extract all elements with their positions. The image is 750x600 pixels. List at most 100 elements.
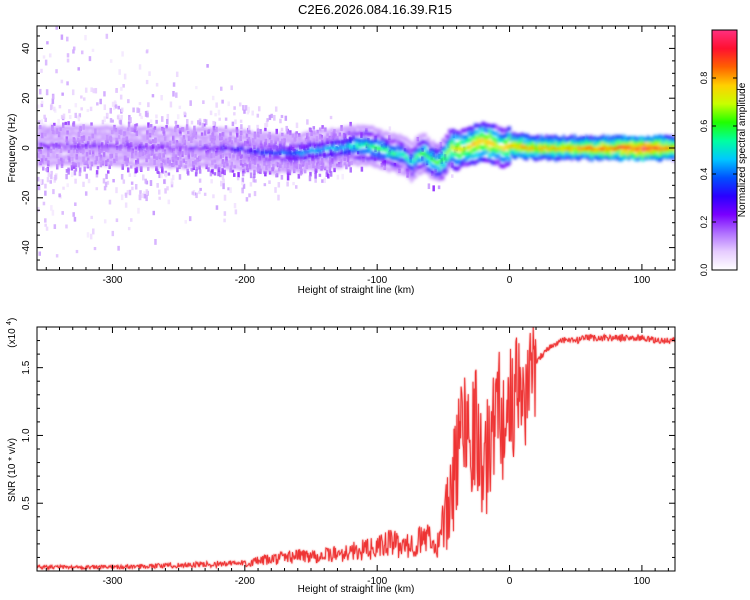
- heatmap-ridge-cell: [432, 158, 435, 163]
- heatmap-ridge-cell: [557, 151, 561, 156]
- heatmap-ridge-cell: [353, 156, 356, 161]
- heatmap-ridge-cell: [556, 146, 559, 151]
- heatmap-ridge-cell: [311, 154, 314, 159]
- heatmap-ridge-cell: [503, 140, 507, 145]
- heatmap-ridge-cell: [178, 134, 181, 139]
- heatmap-ridge-cell: [94, 149, 97, 154]
- heatmap-ridge-cell: [600, 152, 604, 157]
- heatmap-ridge-cell: [265, 157, 268, 162]
- heatmap-ridge-cell: [316, 159, 319, 164]
- heatmap-ridge-cell: [621, 157, 624, 162]
- heatmap-ridge-cell: [172, 163, 175, 168]
- heatmap-cell: [170, 178, 174, 185]
- heatmap-ridge-cell: [286, 134, 289, 139]
- heatmap-ridge-cell: [421, 145, 424, 150]
- heatmap-cell: [115, 89, 118, 93]
- heatmap-ridge-cell: [623, 140, 626, 145]
- heatmap-ridge-cell: [60, 156, 64, 161]
- heatmap-ridge-cell: [121, 124, 124, 129]
- heatmap-cell: [292, 181, 295, 186]
- heatmap-ridge-cell: [405, 143, 408, 148]
- heatmap-ridge-cell: [545, 141, 548, 146]
- heatmap-ridge-cell: [37, 150, 40, 155]
- heatmap-ridge-cell: [256, 142, 259, 147]
- heatmap-ridge-cell: [562, 138, 565, 143]
- heatmap-ridge-cell: [37, 141, 40, 146]
- heatmap-ridge-cell: [184, 156, 187, 161]
- heatmap-ridge-cell: [170, 145, 173, 150]
- heatmap-ridge-cell: [240, 136, 243, 141]
- heatmap-ridge-cell: [48, 161, 51, 166]
- heatmap-ridge-cell: [160, 143, 164, 148]
- heatmap-ridge-cell: [191, 156, 194, 161]
- heatmap-ridge-cell: [397, 157, 400, 162]
- heatmap-ridge-cell: [646, 135, 650, 140]
- heatmap-ridge-cell: [391, 140, 394, 145]
- heatmap-ridge-cell: [611, 140, 615, 145]
- heatmap-cell: [254, 179, 257, 183]
- heatmap-ridge-cell: [418, 148, 421, 153]
- heatmap-ridge-cell: [108, 126, 111, 131]
- heatmap-cell: [297, 173, 301, 179]
- heatmap-ridge-cell: [284, 146, 287, 151]
- heatmap-cell: [249, 182, 253, 187]
- heatmap-cell: [155, 114, 158, 119]
- heatmap-ridge-cell: [437, 171, 440, 176]
- heatmap-ridge-cell: [596, 141, 599, 146]
- heatmap-ridge-cell: [307, 156, 310, 161]
- heatmap-ridge-cell: [370, 161, 373, 166]
- heatmap-ridge-cell: [445, 157, 448, 162]
- heatmap-ridge-cell: [540, 150, 543, 155]
- heatmap-ridge-cell: [665, 155, 669, 160]
- heatmap-ridge-cell: [305, 144, 308, 149]
- heatmap-ridge-cell: [410, 142, 413, 147]
- heatmap-ridge-cell: [140, 156, 143, 161]
- heatmap-cell: [90, 87, 93, 92]
- heatmap-ridge-cell: [553, 139, 556, 144]
- heatmap-cell: [286, 181, 289, 187]
- heatmap-cell: [253, 169, 256, 175]
- heatmap-ridge-cell: [434, 175, 437, 180]
- heatmap-ridge-cell: [329, 140, 332, 145]
- heatmap-ridge-cell: [618, 135, 621, 140]
- heatmap-ridge-cell: [138, 126, 141, 131]
- heatmap-cell: [146, 112, 149, 118]
- heatmap-cell: [72, 212, 75, 217]
- heatmap-ridge-cell: [119, 155, 122, 160]
- heatmap-ridge-cell: [592, 141, 596, 146]
- heatmap-ridge-cell: [496, 130, 499, 135]
- heatmap-ridge-cell: [400, 157, 403, 162]
- heatmap-ridge-cell: [530, 152, 534, 157]
- heatmap-ridge-cell: [168, 132, 172, 137]
- heatmap-ridge-cell: [295, 141, 299, 146]
- heatmap-ridge-cell: [588, 144, 591, 149]
- heatmap-cell: [246, 111, 250, 115]
- heatmap-ridge-cell: [624, 145, 627, 150]
- heatmap-ridge-cell: [267, 150, 270, 155]
- heatmap-ridge-cell: [489, 130, 492, 135]
- heatmap-ridge-cell: [448, 147, 451, 152]
- heatmap-ridge-cell: [459, 140, 462, 145]
- snr-x-axis: -300 -200 -100 0 100: [45, 327, 669, 587]
- heatmap-ridge-cell: [665, 145, 669, 150]
- heatmap-cell: [264, 123, 267, 128]
- heatmap-cell: [212, 194, 215, 199]
- heatmap-cell: [233, 106, 236, 110]
- heatmap-ridge-cell: [422, 155, 426, 160]
- heatmap-ridge-cell: [643, 137, 646, 142]
- heatmap-ridge-cell: [92, 156, 95, 161]
- heatmap-ridge-cell: [322, 164, 326, 169]
- heatmap-ridge-cell: [511, 153, 515, 158]
- heatmap-ridge-cell: [653, 149, 656, 154]
- heatmap-ridge-cell: [300, 144, 303, 149]
- heatmap-ridge-cell: [84, 148, 87, 153]
- heatmap-ridge-cell: [434, 166, 437, 171]
- heatmap-ridge-cell: [653, 135, 656, 140]
- heatmap-ridge-cell: [230, 141, 233, 146]
- heatmap-ridge-cell: [270, 156, 273, 161]
- heatmap-ridge-cell: [545, 139, 548, 144]
- heatmap-ridge-cell: [416, 148, 419, 153]
- heatmap-cell: [53, 106, 56, 112]
- heatmap-cell: [78, 146, 81, 153]
- heatmap-cell: [217, 170, 220, 177]
